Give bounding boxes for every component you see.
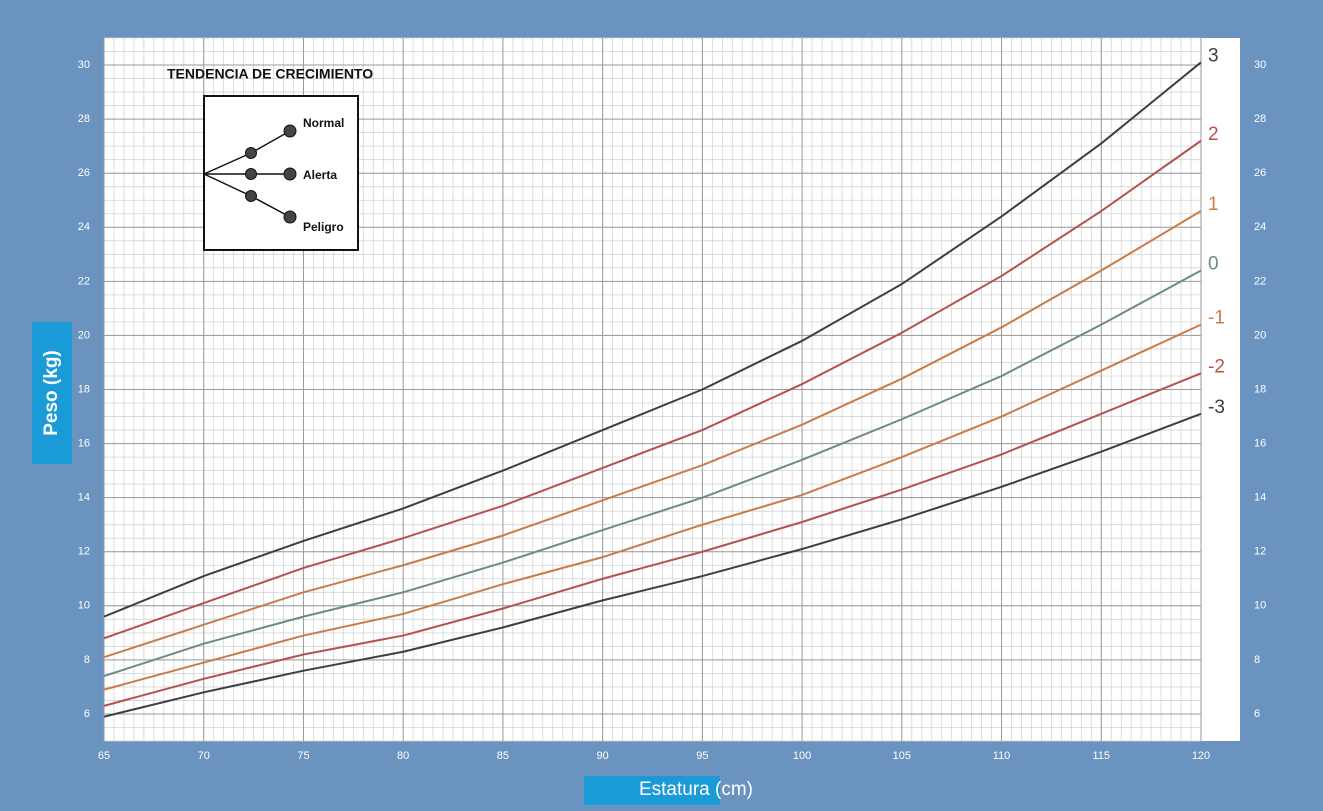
legend-label: Peligro: [303, 220, 344, 234]
x-tick-label: 95: [696, 750, 708, 762]
y-tick-label-right: 28: [1254, 113, 1266, 125]
y-tick-label-right: 24: [1254, 221, 1266, 233]
curve: [103, 61, 1202, 618]
x-tick-label: 90: [597, 750, 609, 762]
x-tick-label: 85: [497, 750, 509, 762]
curves: [103, 61, 1202, 718]
y-tick-label-right: 30: [1254, 59, 1266, 71]
x-label-box: [584, 776, 720, 805]
grid: [103, 37, 1202, 742]
curve: [103, 139, 1202, 640]
y-tick-label: 12: [78, 546, 90, 558]
curve-label: 3: [1208, 45, 1219, 66]
curve-label: -2: [1208, 356, 1225, 377]
y-tick-label: 10: [78, 600, 90, 612]
trend-legend: TENDENCIA DE CRECIMIENTO Normal Alerta P…: [167, 66, 373, 251]
y-tick-label: 14: [78, 492, 90, 504]
y-tick-label: 20: [78, 329, 90, 341]
y-tick-label-right: 6: [1254, 708, 1260, 720]
x-tick-label: 120: [1192, 750, 1210, 762]
y-tick-label: 6: [84, 708, 90, 720]
curve: [103, 269, 1202, 678]
y-tick-label-right: 16: [1254, 437, 1266, 449]
y-tick-label-right: 12: [1254, 546, 1266, 558]
curve-label: 2: [1208, 124, 1219, 145]
curve-label: -1: [1208, 308, 1225, 329]
y-axis-label: Peso (kg): [41, 350, 62, 436]
x-tick-label: 70: [198, 750, 210, 762]
y-tick-label-right: 26: [1254, 167, 1266, 179]
x-tick-label: 100: [793, 750, 811, 762]
y-tick-label-right: 14: [1254, 492, 1266, 504]
x-tick-label: 115: [1092, 750, 1110, 762]
x-tick-label: 65: [98, 750, 110, 762]
curve: [103, 210, 1202, 659]
curve-label: 1: [1208, 194, 1219, 215]
x-axis-label: Estatura (cm): [639, 779, 753, 800]
y-tick-label-right: 20: [1254, 329, 1266, 341]
x-tick-label: 80: [397, 750, 409, 762]
y-tick-label: 24: [78, 221, 90, 233]
curve-label: 0: [1208, 254, 1219, 275]
y-tick-label: 18: [78, 383, 90, 395]
x-tick-label: 105: [893, 750, 911, 762]
y-tick-label-right: 18: [1254, 383, 1266, 395]
legend-label: Normal: [303, 116, 344, 130]
y-tick-label: 28: [78, 113, 90, 125]
curve: [103, 412, 1202, 718]
legend-box: [203, 95, 359, 251]
y-tick-label: 30: [78, 59, 90, 71]
y-tick-label-right: 22: [1254, 275, 1266, 287]
y-tick-label: 26: [78, 167, 90, 179]
y-label-box: [32, 322, 72, 464]
legend-title: TENDENCIA DE CRECIMIENTO: [167, 66, 373, 82]
curve-label: -3: [1208, 397, 1225, 418]
y-tick-label-right: 8: [1254, 654, 1260, 666]
curve: [103, 323, 1202, 691]
y-tick-label: 16: [78, 437, 90, 449]
legend-dots: [245, 124, 297, 224]
legend-label: Alerta: [303, 168, 337, 182]
y-tick-label: 8: [84, 654, 90, 666]
x-tick-label: 110: [993, 750, 1011, 762]
x-tick-label: 75: [297, 750, 309, 762]
y-tick-label: 22: [78, 275, 90, 287]
y-tick-label-right: 10: [1254, 600, 1266, 612]
curve: [103, 372, 1202, 707]
